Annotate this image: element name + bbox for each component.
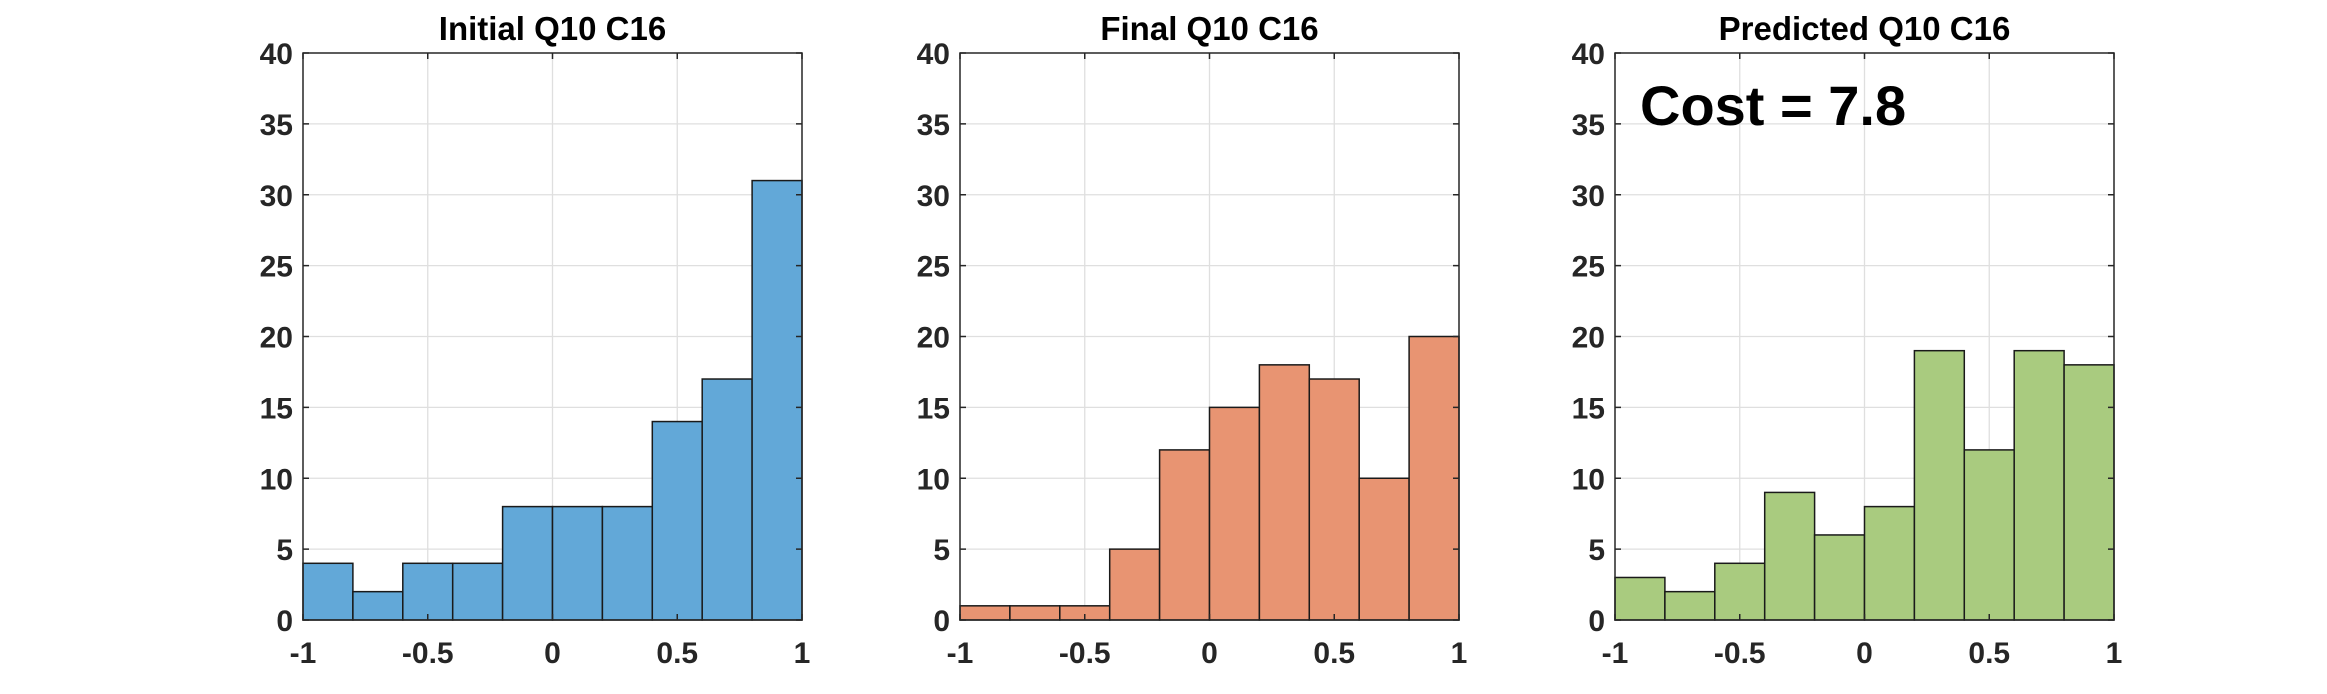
chart-panel-1: 0 5 10 15 20 25 30 35 40 -1 -0.5 0 0.5 1 Final Q10 C16 [917, 10, 1468, 670]
x-tick-label: -1 [947, 637, 974, 670]
y-tick-label: 5 [1588, 534, 1605, 567]
cost-annotation: Cost = 7.8 [1640, 74, 1906, 137]
y-tick-label: 30 [260, 180, 293, 213]
histogram-bar [651, 420, 703, 621]
histogram-bar [551, 505, 604, 621]
x-tick-label: 0 [1201, 637, 1218, 670]
y-tick-label: 25 [917, 251, 950, 284]
y-tick-label: 0 [276, 605, 293, 638]
x-tick-label: 0 [1856, 637, 1873, 670]
y-tick-label: 30 [1572, 180, 1605, 213]
y-tick-label: 25 [1572, 251, 1605, 284]
histogram-bar [451, 562, 504, 621]
x-tick-label: 0 [544, 637, 561, 670]
histogram-bar [959, 605, 1011, 621]
histogram-bar [1009, 605, 1061, 621]
histogram-bar [2013, 349, 2065, 621]
histogram-bar [1863, 505, 1916, 621]
y-tick-label: 20 [260, 322, 293, 355]
chart-panel-2: 0 5 10 15 20 25 30 35 40 -1 -0.5 0 0.5 1 Predicted Q10… [1572, 10, 2123, 670]
y-tick-label: 40 [917, 38, 950, 71]
chart-title: Predicted Q10 C16 [1719, 10, 2011, 47]
histogram-bar [1714, 562, 1766, 621]
y-tick-label: 20 [1572, 322, 1605, 355]
histogram-bar [1258, 364, 1311, 621]
histogram-bar [601, 505, 654, 621]
y-tick-label: 10 [1572, 463, 1605, 496]
histogram-bar [701, 378, 753, 621]
histogram-bar [1614, 576, 1666, 621]
x-tick-label: 0.5 [1313, 637, 1355, 670]
y-tick-label: 35 [1572, 109, 1605, 142]
y-tick-label: 15 [917, 392, 950, 425]
histogram-bar [1158, 449, 1211, 621]
y-tick-label: 5 [933, 534, 950, 567]
x-tick-label: 1 [1451, 637, 1468, 670]
y-tick-label: 0 [933, 605, 950, 638]
histogram-bar [1358, 477, 1410, 621]
histogram-bar [1913, 349, 1966, 621]
x-tick-label: -1 [1602, 637, 1629, 670]
y-tick-label: 10 [260, 463, 293, 496]
chart-panel-0: 0 5 10 15 20 25 30 35 40 -1 -0.5 0 0.5 1 Initial Q10 C… [260, 10, 811, 670]
y-tick-label: 35 [917, 109, 950, 142]
x-tick-label: 0.5 [656, 637, 698, 670]
chart-title: Initial Q10 C16 [439, 10, 666, 47]
y-tick-label: 30 [917, 180, 950, 213]
x-tick-label: -0.5 [1059, 637, 1111, 670]
histogram-bar [1963, 449, 2015, 621]
y-tick-label: 20 [917, 322, 950, 355]
y-tick-label: 25 [260, 251, 293, 284]
y-tick-label: 35 [260, 109, 293, 142]
histogram-bar [2063, 364, 2115, 621]
histogram-bar [1408, 335, 1460, 621]
x-tick-label: 1 [794, 637, 811, 670]
histogram-bar [302, 562, 354, 621]
y-tick-label: 10 [917, 463, 950, 496]
histogram-bar [751, 179, 803, 621]
histogram-bar [1813, 534, 1866, 621]
y-tick-label: 40 [1572, 38, 1605, 71]
histogram-bar [1108, 548, 1161, 621]
histogram-bar [1763, 491, 1816, 621]
y-tick-label: 0 [1588, 605, 1605, 638]
histogram-bar [501, 505, 554, 621]
histogram-bar [1308, 378, 1360, 621]
y-tick-label: 15 [260, 392, 293, 425]
histogram-bar [1208, 406, 1261, 621]
x-tick-label: -1 [290, 637, 317, 670]
x-tick-label: -0.5 [1714, 637, 1766, 670]
y-tick-label: 5 [276, 534, 293, 567]
histogram-bar [402, 562, 454, 621]
y-tick-label: 15 [1572, 392, 1605, 425]
chart-title: Final Q10 C16 [1100, 10, 1318, 47]
x-tick-label: 1 [2106, 637, 2123, 670]
y-tick-label: 40 [260, 38, 293, 71]
histogram-bar [1664, 590, 1716, 621]
x-tick-label: -0.5 [402, 637, 454, 670]
x-tick-label: 0.5 [1968, 637, 2010, 670]
histogram-bar [352, 590, 404, 621]
